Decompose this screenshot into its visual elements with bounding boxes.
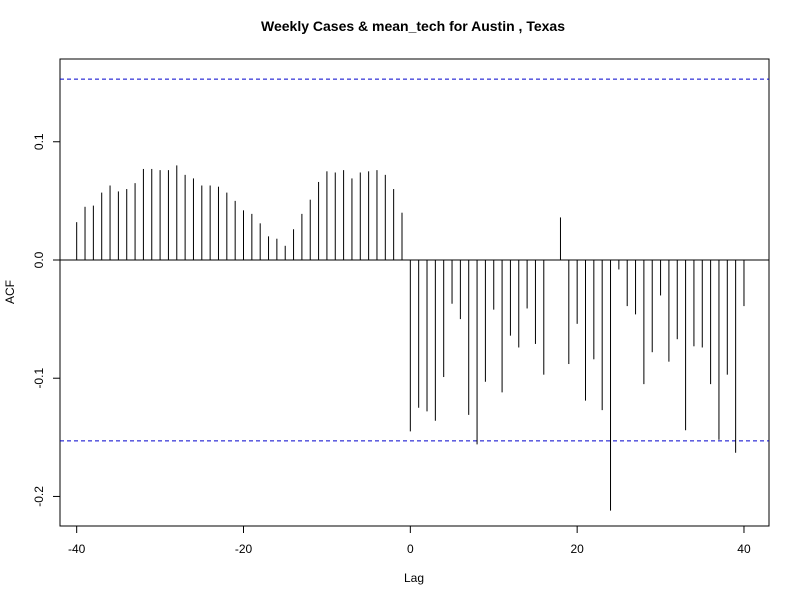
x-axis-label: Lag xyxy=(404,571,424,585)
plot-area-frame xyxy=(59,58,770,527)
y-axis: -0.2 -0.1 0.0 0.1 xyxy=(32,133,60,507)
x-tick-label: -40 xyxy=(68,542,86,556)
x-tick-label: 0 xyxy=(407,542,414,556)
x-axis: -40 -20 0 20 40 xyxy=(68,526,751,556)
stems-layer xyxy=(76,165,745,511)
x-tick-label: 40 xyxy=(737,542,751,556)
confidence-bounds xyxy=(60,78,769,442)
chart-title: Weekly Cases & mean_tech for Austin , Te… xyxy=(261,18,565,34)
y-tick-label: 0.0 xyxy=(32,251,46,268)
y-tick-label: -0.2 xyxy=(32,486,46,507)
y-tick-label: 0.1 xyxy=(32,133,46,150)
x-tick-label: -20 xyxy=(235,542,253,556)
x-tick-label: 20 xyxy=(570,542,584,556)
y-axis-label: ACF xyxy=(3,280,17,304)
y-tick-label: -0.1 xyxy=(32,368,46,389)
